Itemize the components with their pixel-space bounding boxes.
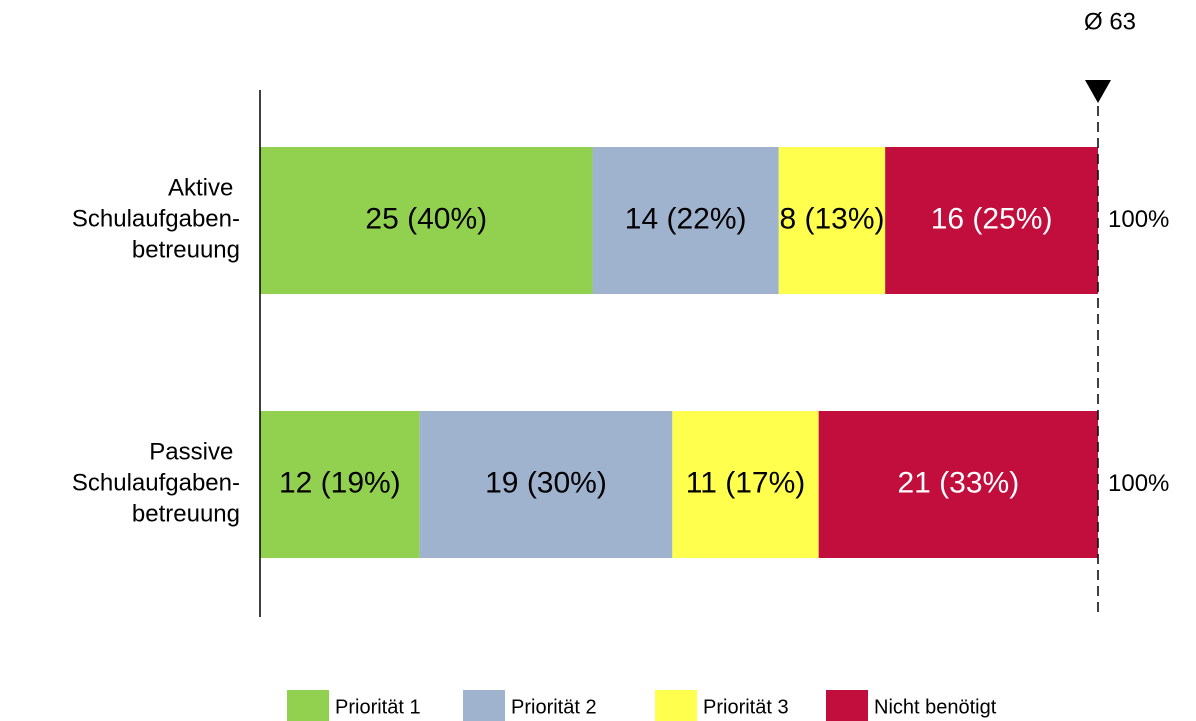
average-marker: [1085, 80, 1111, 103]
bar-segment: [260, 147, 593, 294]
legend-swatch: [287, 690, 329, 721]
data-label: 11 (17%): [686, 466, 806, 499]
total-label: 100%: [1108, 206, 1169, 233]
legend-swatch: [826, 690, 868, 721]
legend-label: Priorität 1: [335, 696, 421, 718]
legend-label: Nicht benötigt: [874, 696, 997, 718]
data-label: 21 (33%): [897, 466, 1019, 499]
data-label: 8 (13%): [779, 202, 884, 235]
bar-segment: [419, 411, 673, 558]
bar-segment: [260, 411, 420, 558]
average-label: Ø 63: [1084, 8, 1136, 35]
bar-segment: [885, 147, 1098, 294]
bar-segment: [592, 147, 779, 294]
data-label: 12 (19%): [279, 466, 401, 499]
legend-label: Priorität 2: [511, 696, 597, 718]
bar-segment: [778, 147, 886, 294]
bar-segment: [672, 411, 819, 558]
bar-segment: [818, 411, 1098, 558]
legend-swatch: [463, 690, 505, 721]
data-label: 25 (40%): [365, 202, 487, 235]
legend-label: Priorität 3: [703, 696, 789, 718]
data-label: 14 (22%): [625, 202, 747, 235]
data-label: 16 (25%): [931, 202, 1053, 235]
category-label: Aktive Schulaufgaben-betreuung: [72, 175, 240, 264]
category-label: Passive Schulaufgaben-betreuung: [72, 439, 240, 528]
legend-swatch: [655, 690, 697, 721]
total-label: 100%: [1108, 470, 1169, 497]
data-label: 19 (30%): [485, 466, 607, 499]
